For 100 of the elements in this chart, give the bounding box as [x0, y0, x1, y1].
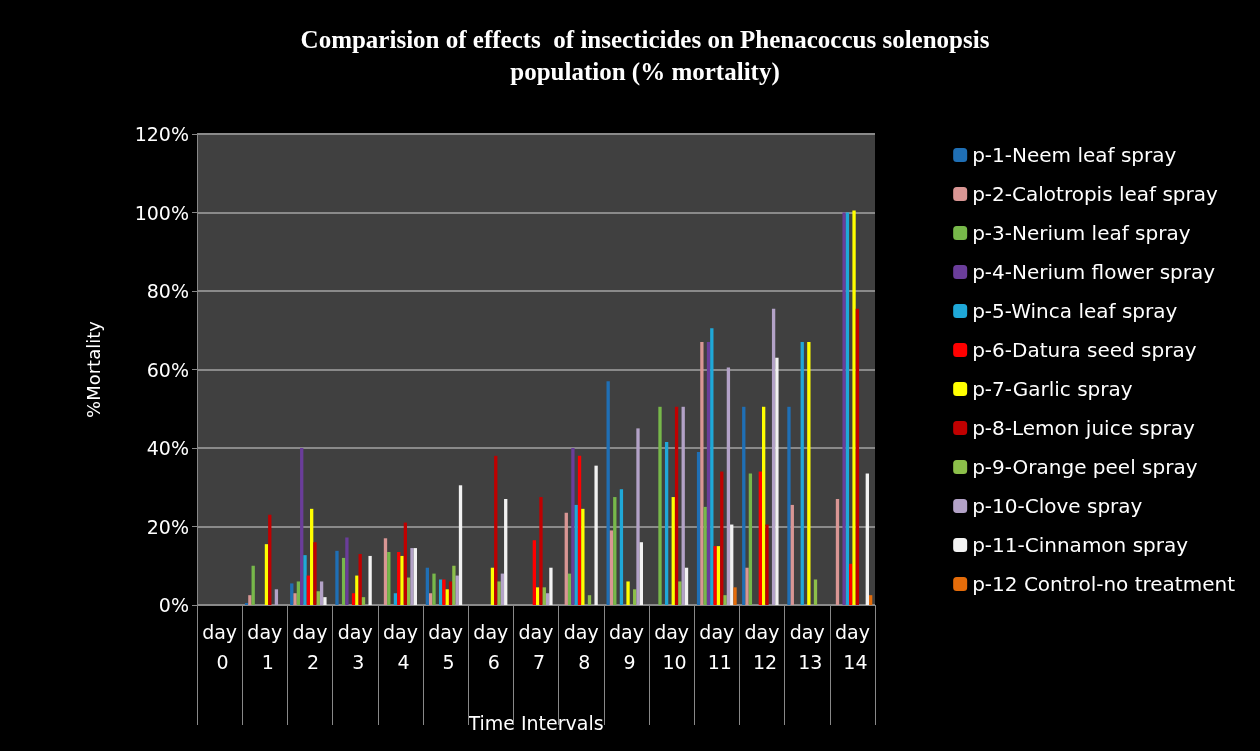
x-tick-label: day 7 [518, 621, 554, 673]
bar [564, 512, 568, 605]
bar [494, 455, 498, 605]
bar [868, 595, 873, 605]
bar [720, 471, 724, 605]
bar [636, 428, 640, 605]
bar [609, 530, 614, 605]
bar [865, 473, 869, 605]
bar [358, 553, 362, 605]
bar [606, 381, 610, 605]
bar [539, 497, 543, 605]
bar [758, 471, 762, 605]
bar [664, 442, 669, 605]
bar [300, 448, 304, 605]
bar [849, 563, 853, 605]
chart-title: Comparision of effects of insecticides on Phenacoccus solenopsis population (% mortality) [300, 25, 990, 86]
bar [368, 555, 372, 605]
y-tick-label: 100% [134, 201, 189, 224]
bar [800, 342, 804, 605]
bar [678, 581, 682, 605]
bar [303, 555, 307, 605]
bar [733, 587, 737, 605]
y-tick-label: 20% [146, 515, 189, 538]
x-tick-label: day 1 [247, 621, 283, 673]
legend-label: p-2-Calotropis leaf spray [972, 182, 1219, 206]
x-tick-label: day 2 [292, 621, 328, 673]
bar [775, 357, 779, 605]
bar [504, 499, 508, 605]
bar [771, 308, 776, 605]
legend-label: p-9-Orange peel spray [972, 455, 1198, 479]
bar [403, 522, 408, 605]
bar [855, 308, 860, 605]
bar [438, 579, 443, 605]
bar [845, 212, 850, 605]
bar [696, 451, 701, 605]
bar [536, 587, 540, 605]
bar [703, 506, 707, 605]
bar [355, 575, 359, 605]
x-tick-label: day 6 [473, 621, 509, 673]
bar [613, 497, 617, 605]
x-tick-label: day 5 [428, 621, 464, 673]
bar [248, 595, 252, 605]
bar [726, 367, 731, 605]
bar [713, 546, 717, 605]
bar [542, 587, 546, 605]
legend-label: p-4-Nerium flower spray [972, 260, 1216, 284]
bar [577, 455, 582, 605]
bar [710, 328, 714, 605]
bar [490, 567, 495, 605]
y-tick-label: 40% [146, 437, 189, 459]
bar [813, 579, 818, 605]
bar [448, 581, 453, 605]
bar [742, 406, 746, 605]
bar [351, 593, 356, 605]
bar [787, 406, 791, 605]
bar [790, 504, 794, 605]
bar [458, 485, 463, 605]
bar [619, 489, 624, 605]
bar [316, 591, 320, 605]
legend-label: p-1-Neem leaf spray [972, 143, 1177, 167]
bar [393, 593, 398, 605]
bar [842, 212, 846, 605]
bar [587, 595, 592, 605]
legend-label: p-10-Clove spray [972, 494, 1143, 518]
bar [383, 538, 388, 605]
bar [574, 504, 578, 605]
bar [290, 583, 294, 605]
bar [313, 542, 317, 605]
bar [594, 465, 598, 605]
bar [807, 342, 811, 605]
legend-label: p-8-Lemon juice spray [972, 416, 1195, 440]
x-tick-label: day 14 [834, 621, 870, 673]
bar [387, 552, 391, 605]
x-tick-label: day 12 [744, 621, 780, 673]
bar [723, 595, 727, 605]
legend-label: p-7-Garlic spray [972, 377, 1133, 401]
bar [497, 581, 501, 605]
bar [700, 342, 704, 605]
bar [251, 565, 255, 605]
bar [452, 565, 456, 605]
bar [445, 589, 449, 605]
bar [684, 567, 689, 605]
bar [571, 448, 575, 605]
bar [345, 537, 349, 605]
x-tick-label: day 13 [789, 621, 825, 673]
bar [674, 406, 679, 605]
legend-label: p-5-Winca leaf spray [972, 299, 1178, 323]
bar [748, 473, 753, 605]
bar [762, 406, 766, 605]
x-tick-label: day 8 [563, 621, 599, 673]
legend-label: p-12 Control-no treatment [972, 572, 1236, 596]
bar [264, 544, 269, 605]
y-axis-title: %Mortality [82, 320, 104, 418]
bar [658, 406, 662, 605]
bar [835, 499, 840, 605]
bar [268, 514, 272, 605]
bar [765, 524, 769, 605]
bar [319, 581, 324, 605]
x-tick-label: day 10 [654, 621, 690, 673]
bar [532, 540, 536, 605]
